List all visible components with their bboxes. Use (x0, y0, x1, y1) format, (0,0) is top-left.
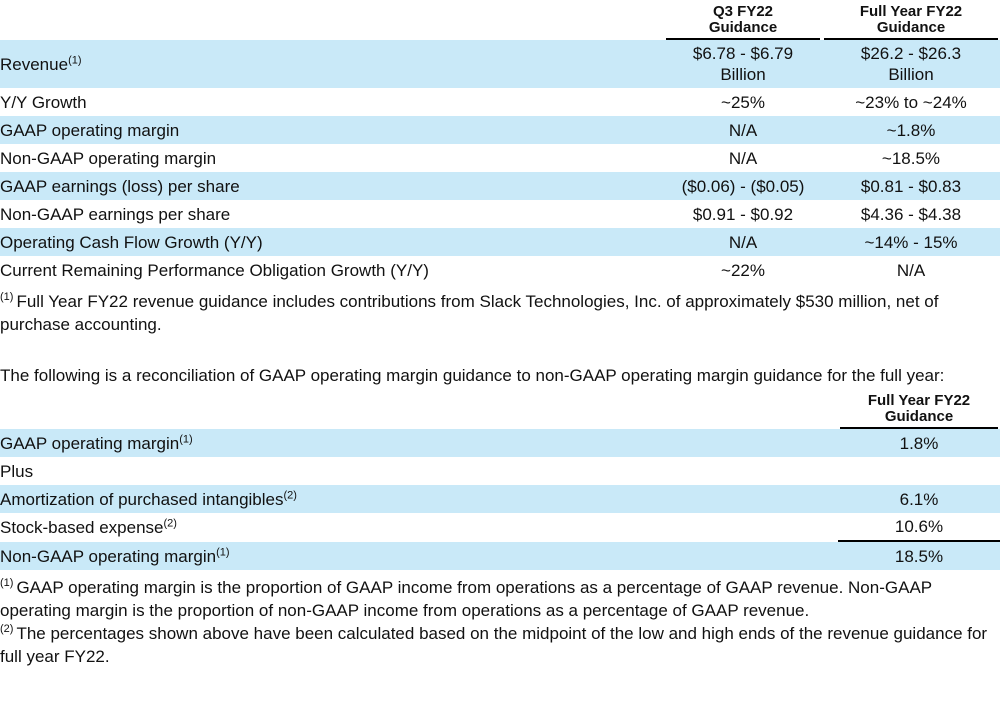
fy-value: 18.5% (894, 546, 944, 566)
q3-value: N/A (728, 120, 758, 140)
footnote-text: Full Year FY22 revenue guidance includes… (0, 292, 939, 334)
footnote-marker: (1) (0, 577, 14, 590)
table-row-gaap-operating-margin: GAAP operating margin(1) 1.8% (0, 429, 1000, 457)
row-label: GAAP earnings (loss) per share (0, 176, 240, 196)
table-row-non-gaap-eps: Non-GAAP earnings per share $0.91 - $0.9… (0, 200, 1000, 228)
full-year-fy22-column-header: Full Year FY22 Guidance (822, 4, 1000, 40)
footnote-text: GAAP operating margin is the proportion … (0, 578, 932, 620)
q3-value: ~25% (721, 92, 765, 112)
table-row-yy-growth: Y/Y Growth ~25% ~23% to ~24% (0, 88, 1000, 116)
row-label: Non-GAAP operating margin (0, 546, 217, 566)
q3-value: $6.78 - $6.79 Billion (692, 44, 794, 84)
fy-value: ~23% to ~24% (855, 92, 967, 112)
table-row-crpo-growth: Current Remaining Performance Obligation… (0, 256, 1000, 284)
footnote-marker: (1) (0, 291, 14, 304)
fy-value: ~14% - 15% (864, 232, 958, 252)
fy-value: $4.36 - $4.38 (860, 204, 962, 224)
row-label: Current Remaining Performance Obligation… (0, 260, 429, 280)
reconciliation-table-header-row: Full Year FY22 Guidance (0, 393, 1000, 429)
column-header-line2: Guidance (876, 19, 946, 36)
fy-value: 6.1% (899, 489, 939, 509)
row-label: Stock-based expense (0, 518, 164, 537)
table-row-revenue: Revenue(1) $6.78 - $6.79 Billion $26.2 -… (0, 40, 1000, 88)
q3-value: ($0.06) - ($0.05) (681, 176, 805, 196)
row-label: Plus (0, 461, 34, 481)
table-row-amortization-intangibles: Amortization of purchased intangibles(2)… (0, 485, 1000, 513)
footnote-marker: (2) (0, 623, 14, 636)
row-label: Non-GAAP earnings per share (0, 204, 231, 224)
reconciliation-intro-paragraph: The following is a reconciliation of GAA… (0, 366, 945, 385)
fy-value: $0.81 - $0.83 (860, 176, 962, 196)
fy-value: ~18.5% (881, 148, 941, 168)
footnote-ref: (1) (216, 545, 230, 558)
row-label: Operating Cash Flow Growth (Y/Y) (0, 232, 263, 252)
footnote-ref: (2) (283, 488, 297, 501)
reconciliation-table: Full Year FY22 Guidance GAAP operating m… (0, 393, 1000, 570)
row-label: Revenue (0, 54, 69, 74)
column-header-line1: Full Year FY22 (859, 3, 963, 20)
column-header-line2: Guidance (708, 19, 778, 36)
column-header-line2: Guidance (884, 408, 954, 425)
footnote-percentages-midpoint: (2) The percentages shown above have been… (0, 622, 1000, 668)
fy-value: 1.8% (899, 433, 939, 453)
table-row-plus: Plus (0, 457, 1000, 485)
footnote-ref: (1) (68, 53, 82, 66)
row-label: Non-GAAP operating margin (0, 148, 217, 168)
row-label: Y/Y Growth (0, 92, 87, 112)
reconciliation-footnotes: (1) GAAP operating margin is the proporti… (0, 576, 1000, 668)
full-year-fy22-column-header: Full Year FY22 Guidance (838, 393, 1000, 429)
q3-fy22-column-header: Q3 FY22 Guidance (664, 4, 822, 40)
footnote-operating-margin-definition: (1) GAAP operating margin is the proporti… (0, 576, 1000, 622)
table-row-operating-cash-flow-growth: Operating Cash Flow Growth (Y/Y) N/A ~14… (0, 228, 1000, 256)
fy-value: $26.2 - $26.3 Billion (860, 44, 962, 84)
q3-value: ~22% (721, 260, 765, 280)
guidance-table-header-row: Q3 FY22 Guidance Full Year FY22 Guidance (0, 4, 1000, 40)
row-label: Amortization of purchased intangibles (0, 489, 284, 509)
column-header-line1: Full Year FY22 (867, 392, 971, 409)
guidance-table: Q3 FY22 Guidance Full Year FY22 Guidance… (0, 4, 1000, 284)
footnote-ref: (1) (179, 432, 193, 445)
row-label: GAAP operating margin (0, 120, 180, 140)
empty-header-cell (0, 4, 664, 40)
table-row-stock-based-expense: Stock-based expense(2) 10.6% (0, 513, 1000, 542)
table-row-non-gaap-operating-margin: Non-GAAP operating margin(1) 18.5% (0, 542, 1000, 570)
q3-value: $0.91 - $0.92 (692, 204, 794, 224)
column-header-line1: Q3 FY22 (712, 3, 774, 20)
table-row-gaap-operating-margin: GAAP operating margin N/A ~1.8% (0, 116, 1000, 144)
fy-value (838, 457, 1000, 485)
footnote-text: The percentages shown above have been ca… (0, 624, 988, 666)
q3-value: N/A (728, 148, 758, 168)
row-label: GAAP operating margin (0, 433, 180, 453)
empty-header-cell (0, 393, 838, 429)
footnote-revenue: (1) Full Year FY22 revenue guidance inclu… (0, 290, 1000, 336)
footnote-ref: (2) (163, 517, 177, 530)
fy-value: N/A (896, 260, 926, 280)
fy-value: ~1.8% (886, 120, 936, 140)
table-row-gaap-eps: GAAP earnings (loss) per share ($0.06) -… (0, 172, 1000, 200)
fy-value: 10.6% (838, 513, 1000, 542)
table-row-non-gaap-operating-margin: Non-GAAP operating margin N/A ~18.5% (0, 144, 1000, 172)
q3-value: N/A (728, 232, 758, 252)
